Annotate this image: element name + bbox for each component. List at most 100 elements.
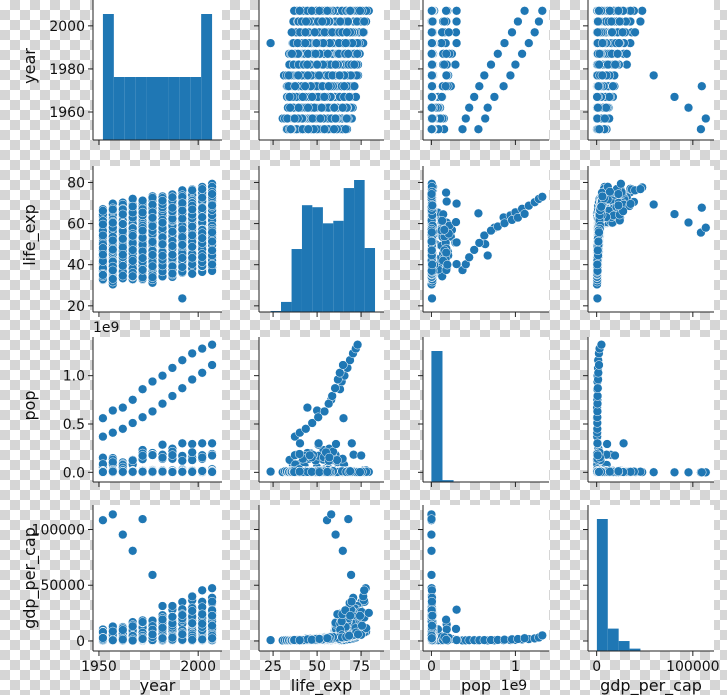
scatter-point (301, 16, 311, 27)
scatter-point (451, 38, 462, 48)
scatter-point (324, 81, 334, 91)
histogram-bar (201, 14, 213, 140)
scatter-point (594, 124, 604, 134)
scatter-point (427, 49, 437, 59)
scatter-point (630, 27, 640, 37)
scatter-point (293, 70, 303, 81)
scatter-point (137, 265, 148, 275)
scatter-point (98, 249, 108, 260)
scatter-point (147, 221, 158, 231)
histogram-bar (124, 77, 136, 140)
scatter-point (147, 272, 158, 282)
scatter-point (323, 49, 333, 59)
scatter-point (534, 16, 544, 27)
scatter-point (493, 49, 503, 59)
scatter-point (298, 92, 308, 102)
scatter-point (513, 16, 523, 27)
scatter-point (137, 225, 148, 236)
scatter-point (303, 124, 313, 134)
scatter-point (355, 6, 365, 16)
histogram-bar (102, 14, 114, 140)
scatter-point (341, 38, 351, 48)
scatter-point (606, 16, 617, 27)
scatter-point (307, 92, 317, 102)
scatter-point (427, 103, 437, 113)
scatter-point (329, 124, 339, 134)
scatter-point (330, 113, 341, 124)
scatter-point (300, 81, 310, 91)
scatter-point (287, 27, 297, 37)
scatter-point (597, 38, 608, 48)
scatter-point (339, 81, 349, 91)
scatter-point (637, 6, 647, 16)
scatter-point (335, 16, 345, 27)
scatter-point (314, 70, 324, 81)
scatter-point (108, 265, 118, 275)
scatter-point (343, 16, 353, 27)
scatter-point (317, 16, 327, 27)
histogram-bar (113, 77, 125, 140)
scatter-point (300, 27, 311, 37)
scatter-point (177, 293, 187, 304)
scatter-point (635, 16, 646, 27)
scatter-point (507, 27, 517, 37)
histogram-bar (135, 77, 147, 140)
panel-year-vs-gdp_per_cap (583, 0, 714, 145)
scatter-point (612, 49, 623, 59)
scatter-point (349, 81, 360, 91)
scatter-point (310, 49, 321, 59)
scatter-point (427, 81, 437, 91)
scatter-point (486, 59, 496, 70)
scatter-point (505, 70, 516, 81)
scatter-point (649, 70, 659, 81)
scatter-point (427, 92, 437, 102)
scatter-point (147, 250, 158, 260)
scatter-point (697, 81, 707, 91)
scatter-point (427, 70, 437, 81)
scatter-point (284, 70, 294, 81)
scatter-point (498, 81, 509, 91)
scatter-point (137, 207, 148, 218)
scatter-point (701, 113, 711, 124)
scatter-point (594, 59, 604, 70)
scatter-point (341, 124, 351, 134)
scatter-point (147, 213, 158, 223)
scatter-point (343, 49, 353, 59)
scatter-point (98, 230, 108, 241)
scatter-point (128, 271, 138, 281)
scatter-point (450, 59, 461, 70)
scatter-point (593, 103, 603, 113)
scatter-point (469, 92, 479, 102)
histogram-bar (146, 77, 158, 140)
scatter-point (118, 271, 128, 281)
scatter-point (344, 92, 354, 102)
scatter-point (451, 6, 462, 16)
scatter-point (285, 103, 295, 113)
scatter-point (118, 219, 128, 229)
scatter-point (128, 231, 138, 241)
scatter-point (322, 6, 332, 16)
scatter-point (464, 103, 474, 113)
scatter-point (349, 59, 359, 70)
scatter-point (293, 103, 304, 113)
scatter-point (489, 92, 500, 102)
scatter-point (118, 209, 128, 219)
scatter-point (614, 38, 624, 48)
scatter-point (302, 59, 312, 70)
scatter-point (605, 6, 615, 16)
scatter-point (345, 6, 355, 16)
scatter-point (319, 92, 329, 102)
scatter-point (427, 124, 437, 134)
scatter-point (314, 6, 325, 16)
scatter-point (310, 27, 320, 37)
scatter-point (286, 124, 296, 134)
scatter-point (483, 103, 493, 113)
scatter-point (427, 16, 438, 27)
scatter-point (613, 6, 624, 16)
scatter-point (439, 16, 449, 27)
scatter-point (108, 235, 118, 246)
scatter-point (295, 6, 305, 16)
